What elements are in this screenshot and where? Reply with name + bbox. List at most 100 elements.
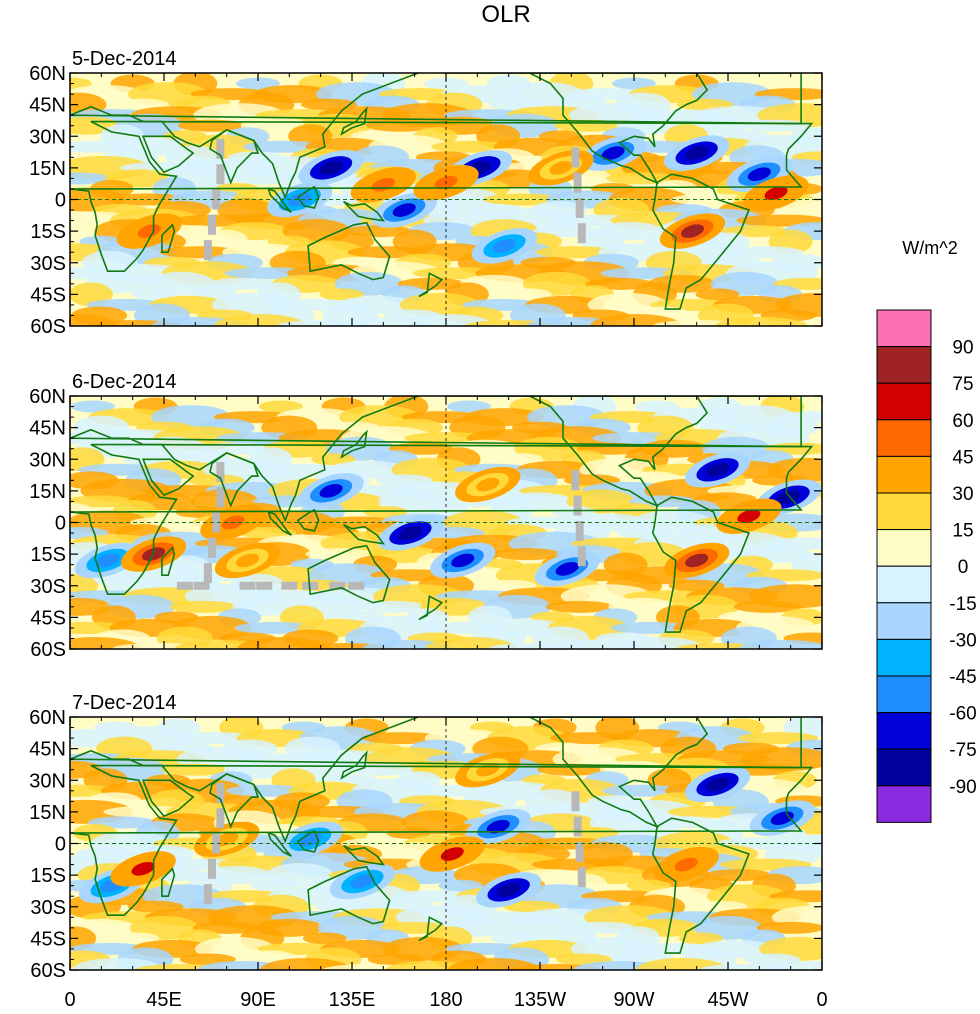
olr-band-cell	[723, 246, 804, 259]
olr-band-cell	[386, 826, 431, 839]
greenland-outline	[705, 396, 781, 397]
new-zealand-outline	[418, 916, 444, 942]
arabia-outline	[141, 135, 195, 174]
australia-outline	[307, 865, 391, 925]
missing-strip-indian	[208, 214, 217, 235]
olr-anomaly-core	[392, 203, 416, 217]
y-tick-label: 0	[55, 834, 66, 856]
colorbar-swatch	[876, 419, 932, 457]
y-tick-label: 60S	[30, 316, 66, 338]
missing-strip-pacific	[571, 470, 580, 491]
y-tick-label: 15N	[29, 481, 66, 503]
colorbar-level-label: 45	[952, 447, 973, 468]
olr-anomaly-core	[398, 526, 423, 540]
colorbar-level-label: -90	[949, 777, 976, 798]
olr-anomaly-core	[235, 553, 260, 568]
olr-anomaly-core	[137, 224, 161, 238]
colorbar-swatch	[876, 455, 932, 494]
olr-band-cell	[234, 621, 315, 634]
missing-strip-south-indian	[256, 581, 273, 590]
olr-band-cell	[626, 879, 671, 892]
x-tick-label: 135E	[329, 989, 376, 1011]
missing-strip-south-indian	[281, 581, 298, 590]
olr-anomaly-core	[764, 186, 788, 200]
eurasia-outline	[70, 717, 802, 844]
olr-anomaly-core	[777, 490, 801, 505]
olr-band-cell	[319, 288, 364, 301]
africa-outline	[70, 120, 814, 272]
north-america-outline	[477, 717, 709, 829]
olr-band-cell	[131, 288, 176, 301]
missing-strip-pacific	[571, 147, 580, 168]
olr-anomaly-core	[96, 553, 120, 568]
australia-outline	[307, 544, 391, 604]
olr-band-cell	[550, 732, 631, 745]
x-tick-label: 0	[816, 989, 827, 1011]
olr-band-cell	[174, 732, 255, 745]
olr-band-cell	[357, 600, 426, 613]
x-tick-label: 0	[64, 989, 75, 1011]
eurasia-outline	[70, 396, 802, 523]
map-panel-2: 60N 45N 30N 15N 0 15S 30S 45S 60S 6-Dec-2014	[29, 371, 823, 661]
missing-strip-pacific	[577, 223, 586, 244]
olr-band-cell	[230, 172, 299, 185]
olr-band-cell	[169, 600, 238, 613]
y-tick-label: 15N	[29, 158, 66, 180]
madagascar-outline	[161, 223, 176, 253]
olr-anomaly-core	[492, 239, 517, 253]
north-america-outline	[477, 73, 709, 185]
japan-outline	[340, 750, 368, 780]
missing-strip-pacific	[571, 791, 580, 812]
africa-outline	[70, 443, 814, 595]
olr-anomaly-core	[747, 167, 771, 182]
olr-field	[70, 396, 822, 649]
north-america-outline	[477, 396, 709, 508]
colorbar-swatch	[876, 529, 932, 567]
olr-anomaly-core	[440, 847, 464, 861]
colorbar-level-label: -30	[949, 630, 976, 651]
missing-strip-pacific	[575, 520, 584, 541]
x-tick-label: 135W	[514, 989, 566, 1011]
new-zealand-outline	[418, 595, 444, 621]
olr-band-cell	[431, 140, 512, 153]
missing-strip-indian	[203, 563, 212, 584]
olr-band-cell	[446, 400, 491, 413]
colorbar-level-label: 90	[952, 338, 973, 359]
south-america-outline	[651, 496, 750, 633]
olr-band-cell	[70, 400, 115, 413]
missing-strip-indian	[216, 782, 225, 803]
olr-band-cell	[695, 288, 740, 301]
y-tick-label: 15S	[30, 865, 66, 887]
olr-band-cell	[362, 732, 443, 745]
madagascar-outline	[161, 546, 176, 576]
new-zealand-outline	[418, 272, 444, 298]
sumatra-outline	[267, 187, 292, 213]
y-tick-label: 30N	[29, 126, 66, 148]
y-tick-label: 45S	[30, 928, 66, 950]
colorbar-level-label: 30	[952, 484, 973, 505]
missing-strip-pacific	[573, 816, 582, 837]
missing-strip-south-indian	[329, 581, 346, 590]
colorbar-swatch	[876, 785, 932, 823]
y-tick-label: 45N	[29, 418, 66, 440]
x-tick-label: 180	[429, 989, 462, 1011]
missing-strip-indian	[216, 487, 225, 508]
olr-anomaly-core	[549, 161, 573, 175]
olr-band-cell	[226, 784, 307, 797]
olr-band-cell	[761, 961, 822, 970]
colorbar-swatch	[876, 382, 932, 421]
colorbar-swatch	[876, 602, 932, 640]
japan-outline	[340, 429, 368, 459]
olr-band-cell	[507, 288, 552, 301]
x-axis: 0 45E 90E 135E 180 135W 90W 45W 0	[64, 989, 827, 1011]
y-tick-label: 15S	[30, 544, 66, 566]
olr-band-cell	[70, 495, 134, 508]
y-tick-label: 60N	[29, 707, 66, 729]
colorbar-swatch	[876, 565, 932, 604]
olr-anomaly-core	[555, 562, 579, 576]
olr-band-cell	[422, 621, 503, 634]
missing-strip-indian	[212, 512, 221, 533]
colorbar-level-label: -60	[949, 704, 976, 725]
borneo-outline	[296, 185, 320, 209]
y-tick-label: 45N	[29, 95, 66, 117]
